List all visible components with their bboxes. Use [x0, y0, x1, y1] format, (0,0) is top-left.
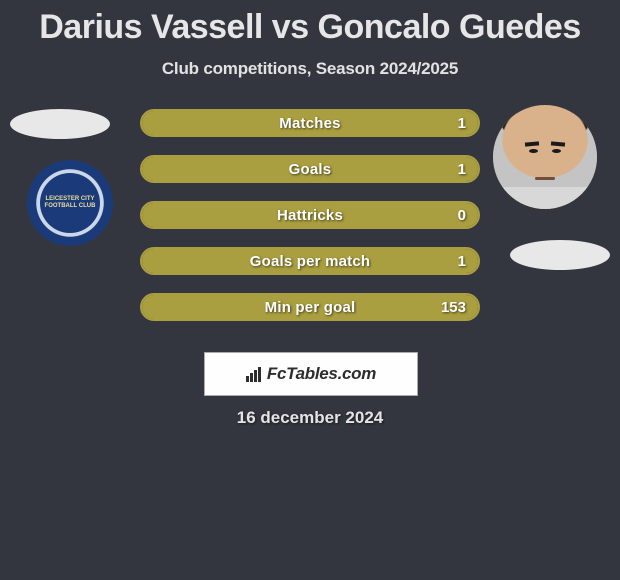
stat-bar-min-per-goal: Min per goal 153: [140, 293, 480, 321]
stat-bar-goals: Goals 1: [140, 155, 480, 183]
stat-label: Hattricks: [142, 203, 478, 227]
stat-value: 1: [458, 249, 466, 273]
branding-label: FcTables.com: [267, 364, 376, 384]
player-left-avatar-placeholder: [10, 109, 110, 139]
club-badge-label: LEICESTER CITY FOOTBALL CLUB: [40, 173, 100, 233]
player-right-avatar: [493, 105, 597, 209]
player-right-club-badge-placeholder: [510, 240, 610, 270]
bar-chart-icon: [246, 366, 261, 382]
player-left-club-badge: LEICESTER CITY FOOTBALL CLUB: [27, 160, 113, 246]
stat-value: 1: [458, 157, 466, 181]
stats-area: LEICESTER CITY FOOTBALL CLUB Matches 1 G…: [0, 109, 620, 339]
stat-value: 0: [458, 203, 466, 227]
stat-label: Min per goal: [142, 295, 478, 319]
stat-value: 153: [441, 295, 466, 319]
stat-bar-goals-per-match: Goals per match 1: [140, 247, 480, 275]
date-label: 16 december 2024: [0, 408, 620, 428]
stat-label: Goals: [142, 157, 478, 181]
subtitle: Club competitions, Season 2024/2025: [0, 59, 620, 79]
stat-bar-hattricks: Hattricks 0: [140, 201, 480, 229]
stat-label: Goals per match: [142, 249, 478, 273]
page-title: Darius Vassell vs Goncalo Guedes: [0, 0, 620, 47]
stat-label: Matches: [142, 111, 478, 135]
stat-bar-matches: Matches 1: [140, 109, 480, 137]
stat-value: 1: [458, 111, 466, 135]
branding-box[interactable]: FcTables.com: [204, 352, 418, 396]
